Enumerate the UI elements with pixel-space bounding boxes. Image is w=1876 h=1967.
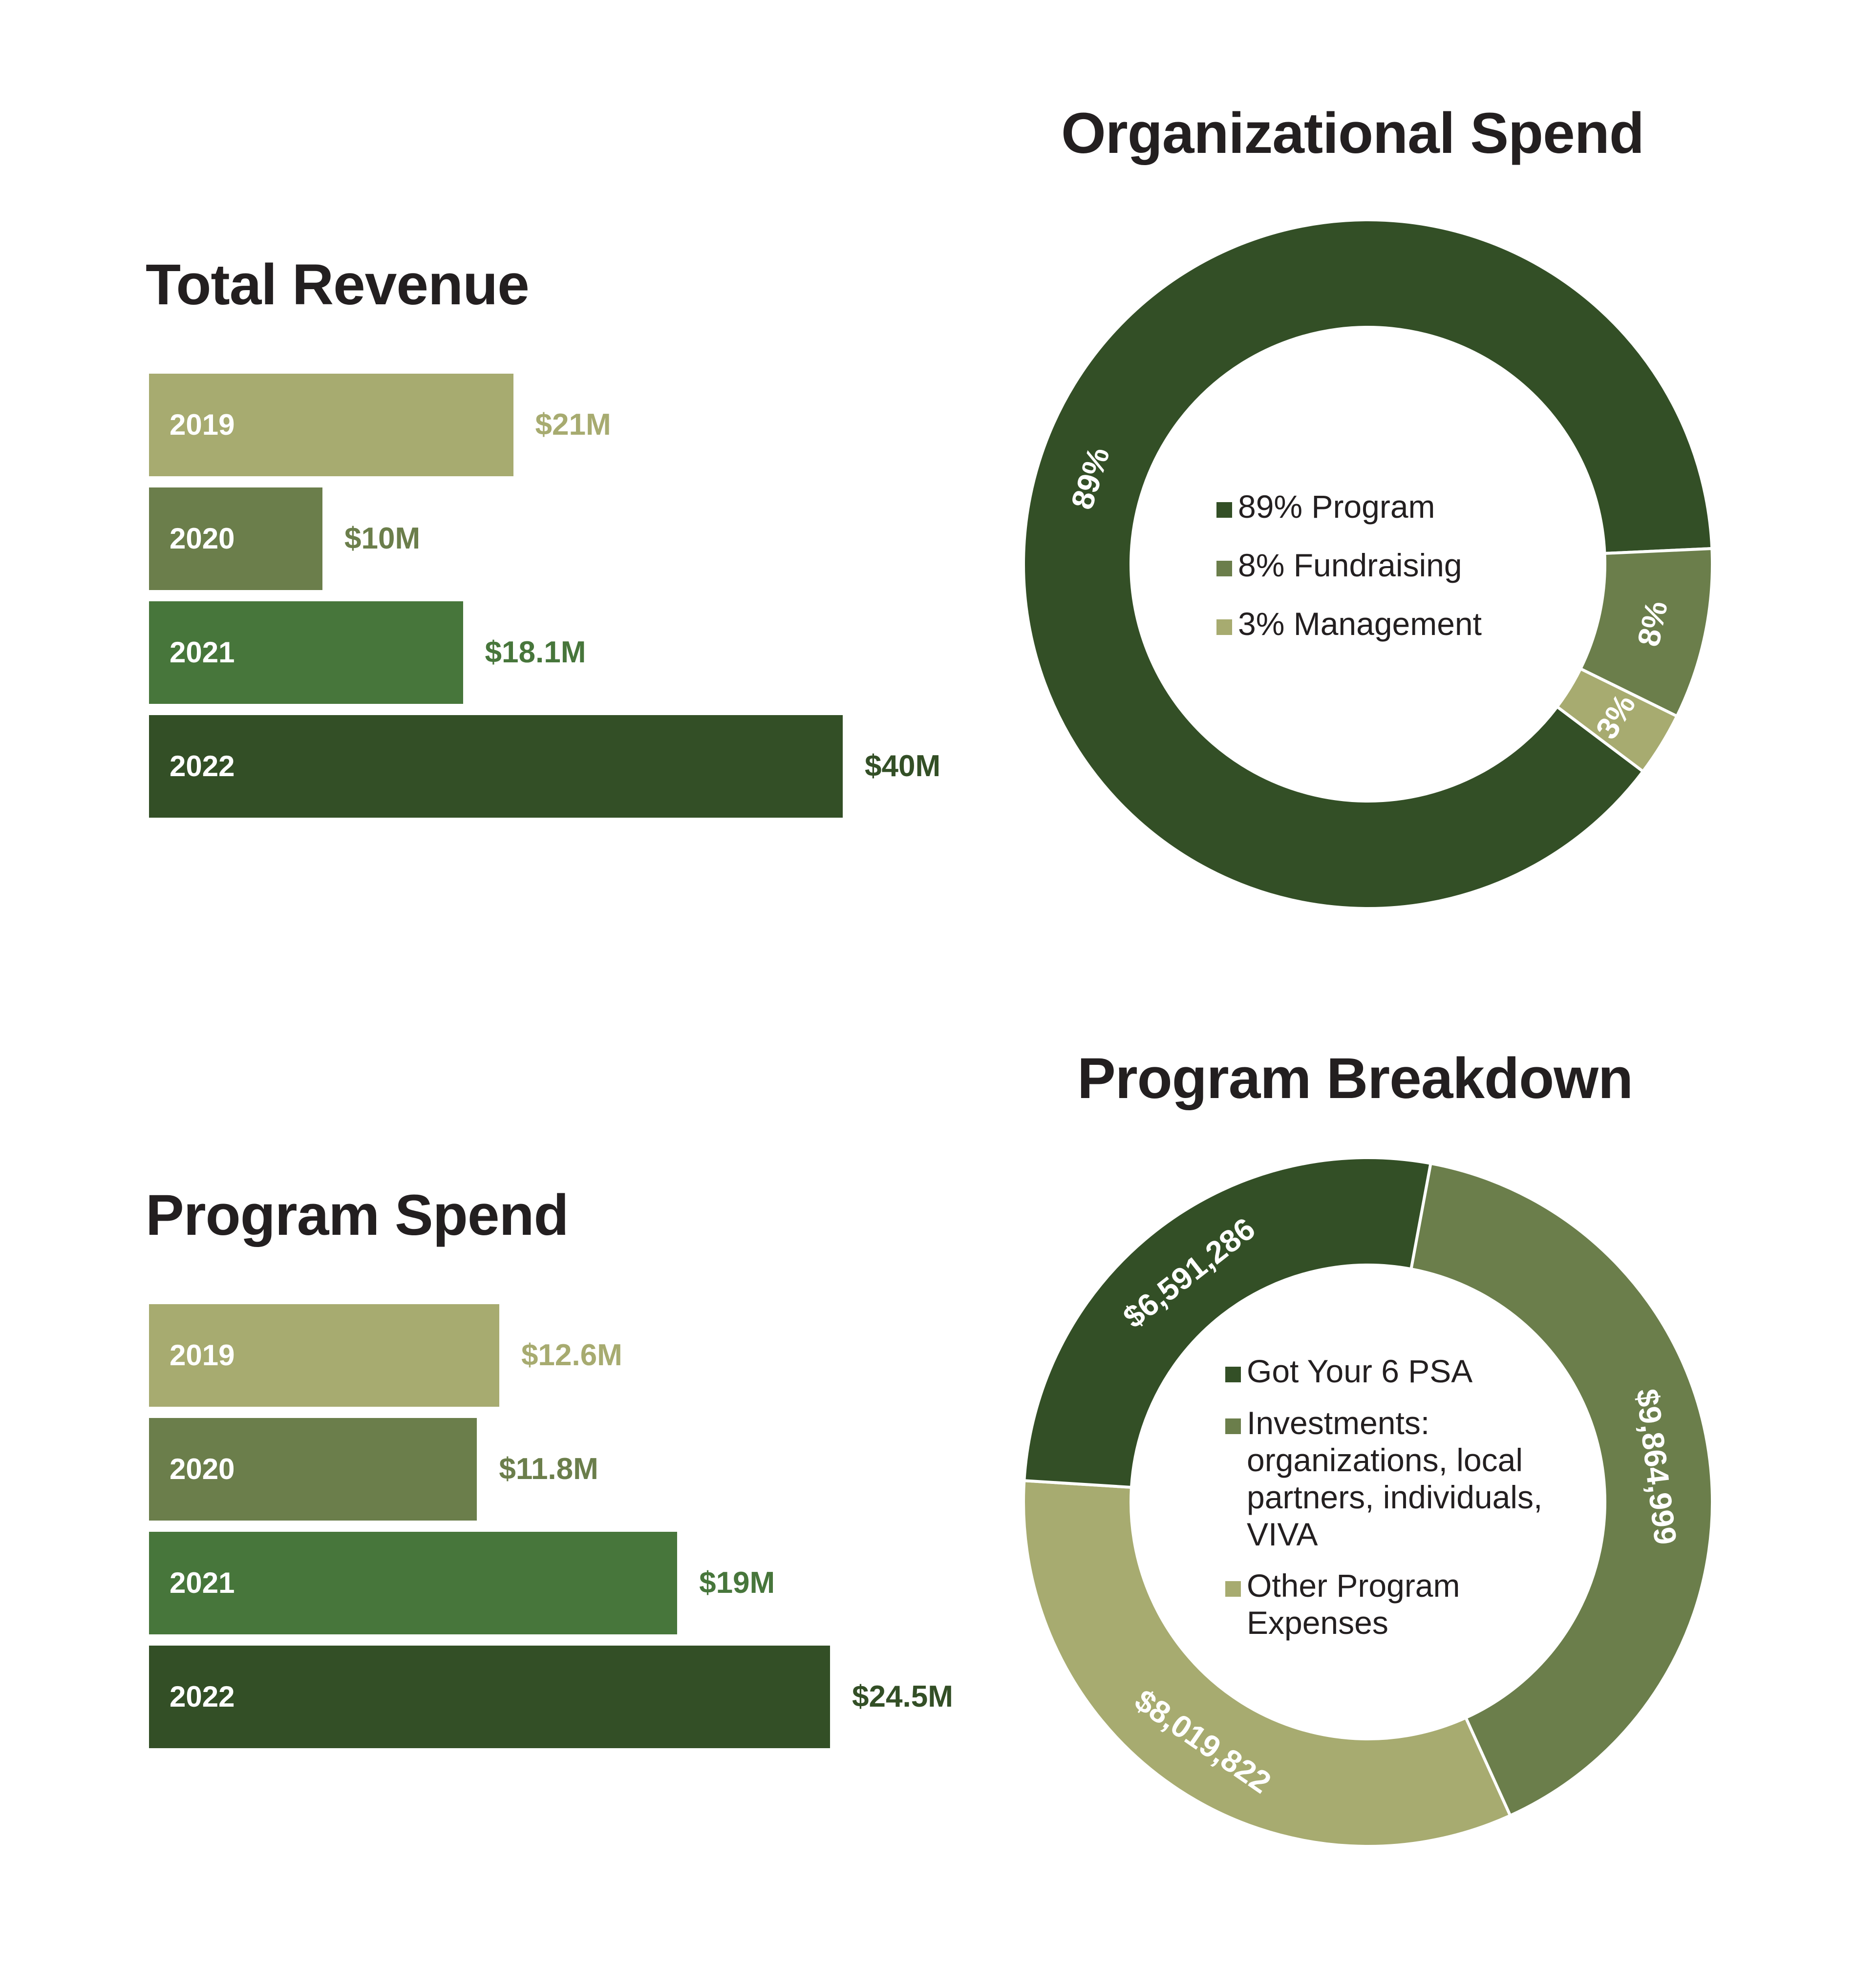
program-spend-chart: Program Spend 2019 $12.6M 2020 $11.8M 2021 $1… [0, 0, 953, 1967]
other-program-expenses-slice [1022, 1479, 1513, 1848]
program-spend-bar-2022: 2022 [149, 1646, 831, 1748]
legend-item-psa: Got Your 6 PSA [1225, 1353, 1597, 1390]
legend-swatch-program [1216, 502, 1232, 518]
legend-item-management: 3% Management [1216, 606, 1482, 643]
legend-label-program: 89% Program [1238, 488, 1435, 525]
revenue-bar-label-2022: 2022 [170, 750, 235, 783]
legend-item-other: Other Program Expenses [1225, 1567, 1597, 1642]
program-spend-bar-label-2022: 2022 [170, 1680, 235, 1713]
legend-label-investments: Investments: organizations, local partne… [1247, 1404, 1543, 1552]
revenue-value-label-2022: $40M [865, 749, 941, 783]
program-spend-value-label-2022: $24.5M [852, 1680, 953, 1713]
revenue-bar-label-2021: 2021 [170, 636, 235, 669]
program-spend-title: Program Spend [146, 1183, 569, 1248]
program-breakdown-chart: Program Breakdown $9,864,999 $8,019,822 $6… [928, 0, 1876, 1967]
program-breakdown-legend: Got Your 6 PSA Investments: organization… [1225, 1353, 1597, 1642]
revenue-bar-2020: 2020 [149, 487, 322, 590]
organizational-spend-title: Organizational Spend [1061, 101, 1644, 166]
investments-slice [1409, 1162, 1714, 1818]
program-spend-value-label-2020: $11.8M [499, 1452, 598, 1486]
management-slice [1555, 667, 1679, 774]
organizational-spend-donut: 89%8%3% [1022, 218, 1714, 910]
legend-item-fundraising: 8% Fundraising [1216, 547, 1482, 584]
program-breakdown-title: Program Breakdown [1077, 1046, 1633, 1111]
revenue-bar-label-2019: 2019 [170, 408, 235, 441]
program-slice [1022, 218, 1714, 910]
legend-label-psa: Got Your 6 PSA [1247, 1353, 1473, 1389]
program-spend-bar-label-2019: 2019 [170, 1339, 235, 1372]
legend-label-fundraising: 8% Fundraising [1238, 547, 1462, 583]
legend-item-investments: Investments: organizations, local partne… [1225, 1405, 1597, 1553]
total-revenue-title: Total Revenue [146, 253, 530, 317]
program-spend-bar-2019: 2019 [149, 1304, 499, 1407]
legend-swatch-management [1216, 619, 1232, 635]
legend-swatch-psa [1225, 1367, 1241, 1382]
program-breakdown-donut: $9,864,999$8,019,822$6,591,286 [1022, 1156, 1714, 1848]
organizational-spend-legend: 89% Program 8% Fundraising 3% Management [1216, 488, 1482, 643]
total-revenue-chart: Total Revenue 2019 $21M 2020 $10M 2021 $18.1M… [0, 0, 940, 879]
legend-swatch-investments [1225, 1418, 1241, 1434]
program-spend-bar-label-2021: 2021 [170, 1566, 235, 1599]
legend-label-other: Other Program Expenses [1247, 1567, 1460, 1641]
organizational-spend-chart: Organizational Spend 89% 8% 3% 89% Program… [928, 0, 1876, 928]
program-spend-bar-label-2020: 2020 [170, 1453, 235, 1485]
revenue-bar-2022: 2022 [149, 715, 843, 818]
got-your-6-psa-slice [1023, 1156, 1432, 1489]
legend-swatch-other [1225, 1581, 1241, 1597]
program-spend-value-label-2021: $19M [699, 1566, 775, 1600]
program-spend-value-label-2019: $12.6M [521, 1338, 622, 1372]
revenue-bar-2021: 2021 [149, 601, 463, 704]
revenue-value-label-2020: $10M [344, 522, 421, 555]
revenue-bar-2019: 2019 [149, 374, 513, 476]
revenue-value-label-2021: $18.1M [485, 635, 586, 669]
revenue-value-label-2019: $21M [535, 408, 611, 442]
program-spend-bar-2020: 2020 [149, 1418, 477, 1521]
legend-label-management: 3% Management [1238, 605, 1482, 642]
legend-item-program: 89% Program [1216, 488, 1482, 526]
program-spend-bar-2021: 2021 [149, 1532, 678, 1634]
revenue-bar-label-2020: 2020 [170, 522, 235, 555]
legend-swatch-fundraising [1216, 560, 1232, 576]
